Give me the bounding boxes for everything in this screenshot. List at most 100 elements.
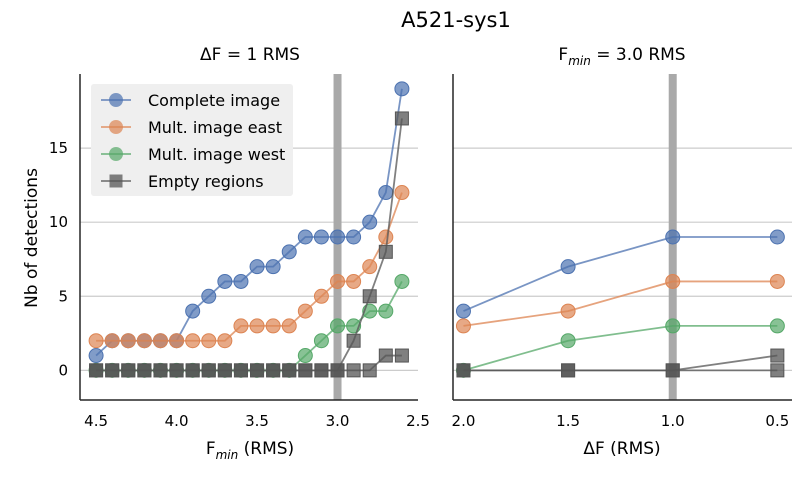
left-point-circle (394, 273, 410, 289)
left-point-circle (297, 348, 313, 364)
right-point-square (770, 363, 785, 378)
right-point-circle (665, 318, 681, 334)
left-y-tick-label: 0 (58, 361, 68, 379)
right-point-circle (560, 333, 576, 349)
left-point-square (217, 363, 232, 378)
right-point-circle (769, 318, 785, 334)
left-point-circle (104, 333, 120, 349)
left-x-axis-label-suffix: (RMS) (238, 439, 294, 459)
left-y-axis-label: Nb of detections (22, 168, 42, 308)
right-point-circle (560, 259, 576, 275)
left-point-circle (330, 318, 346, 334)
left-y-tick-label: 15 (49, 139, 68, 157)
left-point-circle (249, 259, 265, 275)
left-point-circle (362, 259, 378, 275)
figure-title: A521-sys1 (401, 8, 511, 32)
left-point-circle (233, 318, 249, 334)
left-point-square (105, 363, 120, 378)
legend-label: Mult. image west (148, 145, 285, 164)
left-x-tick-label: 3.5 (245, 412, 269, 430)
right-point-circle (455, 318, 471, 334)
right-point-square (561, 363, 576, 378)
left-point-circle (362, 214, 378, 230)
right-x-axis-label: ΔF (RMS) (583, 439, 660, 459)
legend-marker-circle (109, 147, 123, 161)
right-panel-title-sub: min (568, 54, 591, 68)
right-point-circle (665, 229, 681, 245)
left-point-circle (201, 333, 217, 349)
right-point-circle (455, 303, 471, 319)
left-point-circle (88, 333, 104, 349)
right-panel-title: Fmin = 3.0 RMS (558, 45, 685, 68)
left-y-tick-label: 10 (49, 213, 68, 231)
left-x-axis-label: Fmin (RMS) (206, 439, 294, 462)
left-point-circle (281, 244, 297, 260)
left-point-circle (120, 333, 136, 349)
left-plot-area: 0 5 10 15 4.5 4.0 3.5 3.0 2.5 (49, 74, 430, 430)
legend-label: Mult. image east (148, 118, 282, 137)
left-point-circle (217, 273, 233, 289)
left-panel-title: ΔF = 1 RMS (200, 45, 300, 65)
left-point-circle (330, 273, 346, 289)
right-plot-area: 2.0 1.5 1.0 0.5 (452, 74, 792, 430)
left-point-circle (217, 333, 233, 349)
left-point-circle (249, 318, 265, 334)
left-point-square (282, 363, 297, 378)
left-point-circle (136, 333, 152, 349)
left-point-circle (233, 273, 249, 289)
left-point-circle (201, 288, 217, 304)
right-x-tick-label: 0.5 (765, 412, 789, 430)
left-point-square (169, 363, 184, 378)
left-point-square (185, 363, 200, 378)
left-point-circle (88, 348, 104, 364)
left-point-square (362, 289, 377, 304)
left-point-circle (313, 229, 329, 245)
left-point-circle (185, 333, 201, 349)
left-point-circle (281, 318, 297, 334)
left-point-circle (265, 318, 281, 334)
right-point-circle (769, 229, 785, 245)
right-panel-title-suffix: = 3.0 RMS (591, 45, 686, 65)
left-point-circle (169, 333, 185, 349)
left-x-tick-label: 2.5 (406, 412, 430, 430)
left-panel: ΔF = 1 RMS 0 5 10 15 4.5 4.0 3.5 3.0 2.5 Nb of d… (22, 45, 430, 462)
left-point-circle (265, 259, 281, 275)
left-point-circle (378, 229, 394, 245)
left-point-square (266, 363, 281, 378)
left-point-circle (313, 333, 329, 349)
right-point-circle (560, 303, 576, 319)
left-point-square (378, 348, 393, 363)
left-point-square (298, 363, 313, 378)
right-point-square (770, 348, 785, 363)
left-point-circle (346, 273, 362, 289)
left-point-circle (297, 229, 313, 245)
legend-marker-square (109, 174, 123, 188)
right-x-tick-label: 2.0 (452, 412, 476, 430)
legend-label: Complete image (148, 91, 280, 110)
left-point-circle (297, 303, 313, 319)
left-point-circle (394, 185, 410, 201)
left-x-tick-label: 3.0 (326, 412, 350, 430)
left-x-axis-label-main: F (206, 439, 216, 459)
left-point-square (394, 348, 409, 363)
left-point-square (201, 363, 216, 378)
left-point-square (378, 244, 393, 259)
left-point-circle (185, 303, 201, 319)
left-point-square (89, 363, 104, 378)
left-point-square (250, 363, 265, 378)
left-point-circle (378, 303, 394, 319)
right-x-tick-label: 1.5 (556, 412, 580, 430)
right-panel-title-main: F (558, 45, 568, 65)
left-point-square (346, 333, 361, 348)
left-point-circle (330, 229, 346, 245)
right-point-square (665, 363, 680, 378)
left-point-square (394, 111, 409, 126)
left-y-tick-label: 5 (58, 287, 68, 305)
legend-marker-circle (109, 120, 123, 134)
left-x-axis-label-sub: min (216, 448, 239, 462)
right-x-tick-label: 1.0 (661, 412, 685, 430)
legend-label: Empty regions (148, 172, 264, 191)
left-point-square (153, 363, 168, 378)
left-point-circle (378, 185, 394, 201)
